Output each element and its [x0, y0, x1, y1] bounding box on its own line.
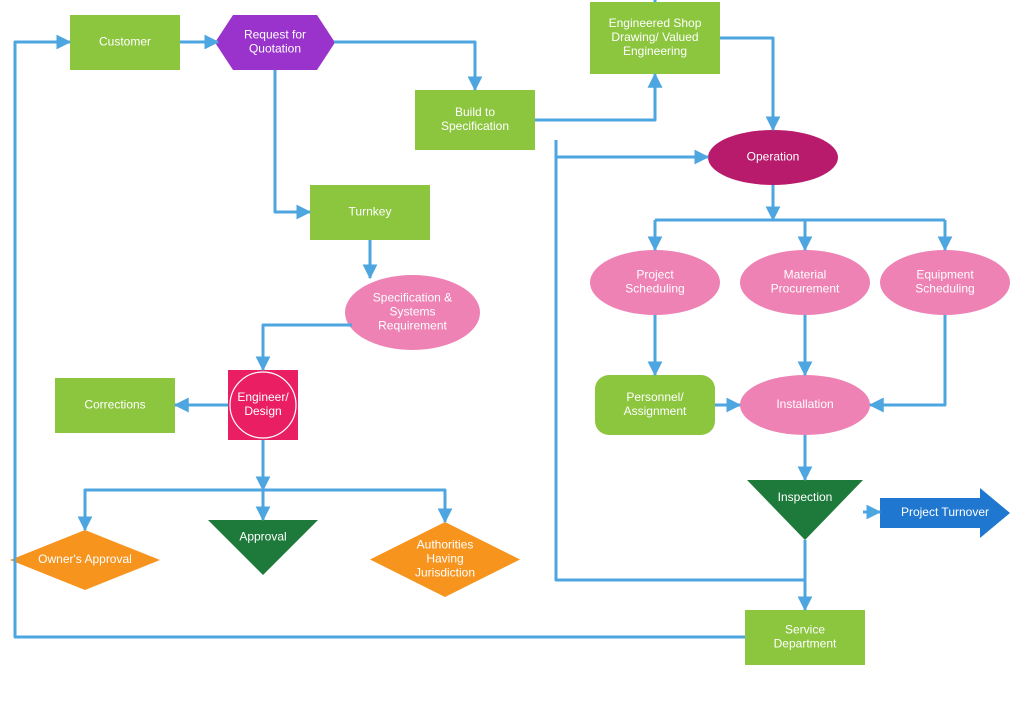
node-mat_proc: MaterialProcurement — [740, 250, 870, 315]
node-label: Quotation — [249, 42, 301, 56]
node-label: Build to — [455, 105, 495, 119]
edge — [263, 490, 445, 522]
node-label: Approval — [239, 530, 286, 544]
node-label: Drawing/ Valued — [611, 30, 698, 44]
edge — [275, 70, 310, 212]
flowchart-canvas: CustomerRequest forQuotationBuild toSpec… — [0, 0, 1012, 701]
node-label: Specification & — [373, 291, 452, 305]
node-auth_jur: AuthoritiesHavingJurisdiction — [370, 522, 520, 597]
node-installation: Installation — [740, 375, 870, 435]
edge — [535, 74, 655, 120]
node-personnel: Personnel/Assignment — [595, 375, 715, 435]
node-label: Engineering — [623, 44, 687, 58]
node-label: Design — [244, 404, 281, 418]
node-label: Procurement — [771, 282, 840, 296]
edge — [720, 38, 773, 130]
node-label: Installation — [776, 397, 833, 411]
node-label: Customer — [99, 35, 151, 49]
node-proj_sched: ProjectScheduling — [590, 250, 720, 315]
node-customer: Customer — [70, 15, 180, 70]
edge — [556, 140, 805, 580]
node-spec_sys: Specification &SystemsRequirement — [345, 275, 480, 350]
node-operation: Operation — [708, 130, 838, 185]
node-rfq: Request forQuotation — [215, 15, 335, 70]
edge — [334, 42, 475, 90]
node-label: Project — [636, 268, 674, 282]
node-own_appr: Owner's Approval — [10, 530, 160, 590]
node-eng_shop: Engineered ShopDrawing/ ValuedEngineerin… — [590, 2, 720, 74]
node-label: Personnel/ — [626, 390, 684, 404]
edge — [263, 325, 352, 370]
node-label: Jurisdiction — [415, 566, 475, 580]
node-label: Corrections — [84, 398, 145, 412]
node-label: Turnkey — [349, 205, 392, 219]
node-turnkey: Turnkey — [310, 185, 430, 240]
node-label: Having — [426, 552, 463, 566]
node-label: Engineered Shop — [609, 16, 702, 30]
node-label: Request for — [244, 28, 306, 42]
node-label: Scheduling — [915, 282, 974, 296]
node-label: Engineer/ — [237, 390, 289, 404]
node-label: Systems — [389, 305, 435, 319]
node-label: Scheduling — [625, 282, 684, 296]
node-label: Service — [785, 623, 825, 637]
node-label: Project Turnover — [901, 505, 989, 519]
node-label: Equipment — [916, 268, 974, 282]
node-label: Requirement — [378, 319, 447, 333]
node-equip_sched: EquipmentScheduling — [880, 250, 1010, 315]
node-service_dept: ServiceDepartment — [745, 610, 865, 665]
node-label: Owner's Approval — [38, 552, 132, 566]
node-buildspec: Build toSpecification — [415, 90, 535, 150]
node-label: Inspection — [778, 490, 833, 504]
edge — [870, 315, 945, 405]
node-label: Authorities — [417, 538, 474, 552]
node-proj_turnover: Project Turnover — [880, 488, 1010, 538]
node-eng_design: Engineer/Design — [228, 370, 298, 440]
node-corrections: Corrections — [55, 378, 175, 433]
node-label: Specification — [441, 119, 509, 133]
node-label: Department — [774, 637, 837, 651]
node-label: Assignment — [624, 404, 687, 418]
node-inspection: Inspection — [747, 480, 863, 540]
node-approval: Approval — [208, 520, 318, 575]
node-label: Material — [784, 268, 827, 282]
node-label: Operation — [747, 150, 800, 164]
